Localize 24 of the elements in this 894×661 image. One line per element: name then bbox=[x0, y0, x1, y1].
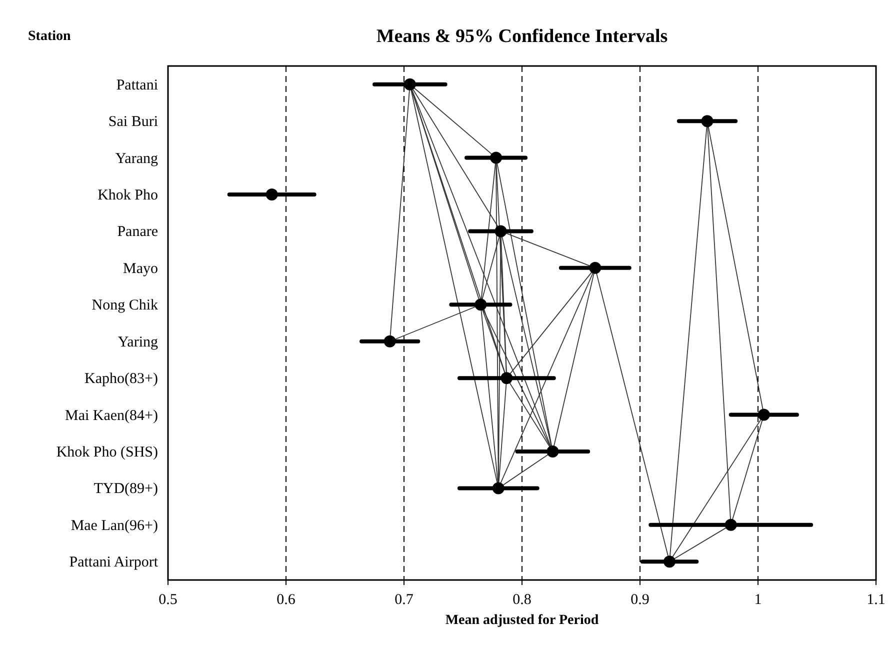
y-tick-label: Mai Kaen(84+) bbox=[64, 408, 158, 424]
y-axis-title: Station bbox=[28, 29, 71, 44]
y-tick-label: Nong Chik bbox=[92, 298, 158, 314]
y-tick-label: Khok Pho bbox=[98, 188, 158, 204]
x-axis-title: Mean adjusted for Period bbox=[445, 613, 599, 628]
x-tick-label: 0.6 bbox=[276, 592, 296, 608]
chart-title: Means & 95% Confidence Intervals bbox=[376, 26, 668, 47]
y-tick-label: Yaring bbox=[118, 334, 158, 350]
y-tick-label: TYD(89+) bbox=[94, 481, 158, 498]
y-tick-label: Pattani bbox=[116, 77, 158, 94]
y-tick-label: Mae Lan(96+) bbox=[70, 518, 158, 534]
y-tick-label: Khok Pho (SHS) bbox=[56, 444, 158, 460]
y-tick-label: Pattani Airport bbox=[69, 554, 159, 571]
y-tick-label: Mayo bbox=[123, 260, 158, 277]
x-tick-label: 1 bbox=[754, 592, 762, 608]
y-tick-label: Panare bbox=[117, 224, 158, 240]
y-tick-label: Kapho(83+) bbox=[84, 371, 158, 388]
x-tick-label: 0.5 bbox=[158, 592, 178, 608]
x-tick-label: 0.7 bbox=[394, 592, 414, 608]
x-tick-label: 0.9 bbox=[630, 592, 650, 608]
x-tick-label: 1.1 bbox=[866, 592, 886, 608]
y-tick-label: Sai Buri bbox=[108, 114, 158, 130]
x-tick-label: 0.8 bbox=[512, 592, 532, 608]
y-tick-label: Yarang bbox=[115, 150, 158, 167]
